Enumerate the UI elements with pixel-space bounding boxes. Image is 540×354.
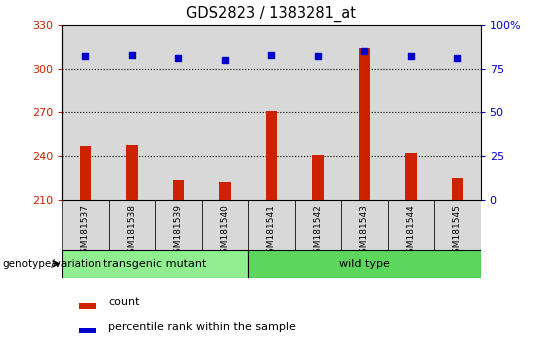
Bar [388, 200, 434, 250]
Text: GSM181541: GSM181541 [267, 204, 276, 259]
Text: GSM181540: GSM181540 [220, 204, 230, 259]
Text: percentile rank within the sample: percentile rank within the sample [108, 322, 296, 332]
Bar [295, 200, 341, 250]
Bar [62, 200, 109, 250]
Text: wild type: wild type [339, 259, 390, 269]
Point [174, 55, 183, 61]
Bar [434, 200, 481, 250]
Text: transgenic mutant: transgenic mutant [104, 259, 207, 269]
Bar [295, 25, 341, 200]
Bar [248, 25, 295, 200]
Bar [312, 155, 323, 200]
Point [360, 48, 369, 54]
Bar [62, 250, 248, 278]
Text: GSM181542: GSM181542 [313, 204, 322, 259]
Text: count: count [108, 297, 140, 307]
Bar [201, 25, 248, 200]
Bar [266, 111, 277, 200]
Point [453, 55, 462, 61]
Bar [405, 153, 417, 200]
Bar [341, 200, 388, 250]
Text: GSM181538: GSM181538 [127, 204, 136, 259]
Bar [109, 25, 155, 200]
Bar [155, 200, 201, 250]
Bar [341, 25, 388, 200]
Bar [126, 144, 138, 200]
Text: GSM181545: GSM181545 [453, 204, 462, 259]
Text: GSM181544: GSM181544 [407, 204, 415, 259]
Bar [79, 303, 96, 309]
Bar [79, 146, 91, 200]
Text: GSM181543: GSM181543 [360, 204, 369, 259]
Text: GSM181539: GSM181539 [174, 204, 183, 259]
Point [127, 52, 136, 57]
Bar [173, 179, 184, 200]
Bar [434, 25, 481, 200]
Text: GSM181537: GSM181537 [81, 204, 90, 259]
Bar [388, 25, 434, 200]
Bar [359, 48, 370, 200]
Bar [62, 25, 109, 200]
Text: genotype/variation: genotype/variation [3, 259, 102, 269]
Point [314, 53, 322, 59]
Bar [451, 178, 463, 200]
Bar [79, 328, 96, 333]
Point [220, 57, 229, 63]
Point [407, 53, 415, 59]
Title: GDS2823 / 1383281_at: GDS2823 / 1383281_at [186, 6, 356, 22]
Bar [109, 200, 155, 250]
Bar [219, 183, 231, 200]
Bar [248, 250, 481, 278]
Bar [248, 200, 295, 250]
Point [81, 53, 90, 59]
Point [267, 52, 276, 57]
Bar [201, 200, 248, 250]
Bar [155, 25, 201, 200]
